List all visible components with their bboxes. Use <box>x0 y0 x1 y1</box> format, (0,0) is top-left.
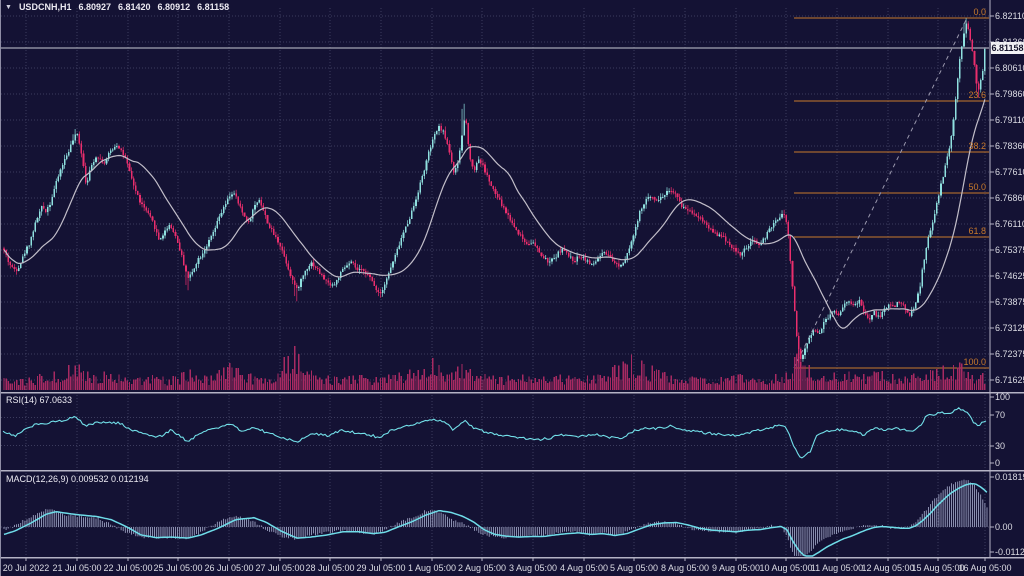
time-axis-label: 3 Aug 05:00 <box>508 563 558 573</box>
time-axis-label: 28 Jul 05:00 <box>305 563 355 573</box>
price-axis-label: 6.80610 <box>995 63 1024 73</box>
fib-level-label: 23.6 <box>968 90 986 100</box>
time-axis-label: 4 Aug 05:00 <box>559 563 609 573</box>
price-axis-label: 6.71625 <box>995 375 1024 385</box>
price-axis-label: 6.73125 <box>995 323 1024 333</box>
price-axis-label: 6.72375 <box>995 349 1024 359</box>
time-axis-label: 8 Aug 05:00 <box>660 563 710 573</box>
price-axis-label: 6.76860 <box>995 193 1024 203</box>
price-axis-label: 6.73875 <box>995 297 1024 307</box>
rsi-axis-label: 0 <box>995 458 1001 468</box>
price-axis-label: 6.76110 <box>995 219 1024 229</box>
fib-level-label: 38.2 <box>968 141 986 151</box>
time-axis-label: 16 Aug 05:00 <box>958 563 1012 573</box>
time-axis-label: 9 Aug 05:00 <box>711 563 761 573</box>
price-axis-label: 6.75375 <box>995 245 1024 255</box>
price-axis-label: 6.81360 <box>995 37 1024 47</box>
time-axis-label: 20 Jul 2022 <box>2 563 50 573</box>
time-axis-label: 26 Jul 05:00 <box>204 563 254 573</box>
fib-level-label: 50.0 <box>968 182 986 192</box>
symbol-timeframe-label: USDCNH,H1 <box>18 2 72 12</box>
time-axis-label: 15 Aug 05:00 <box>911 563 965 573</box>
rsi-axis-label: 100 <box>995 392 1011 402</box>
time-axis-label: 1 Aug 05:00 <box>407 563 457 573</box>
time-axis-label: 10 Aug 05:00 <box>759 563 813 573</box>
time-axis-label: 2 Aug 05:00 <box>457 563 507 573</box>
ohlc-open: 6.80927 <box>78 2 111 12</box>
ohlc-close: 6.81158 <box>197 2 230 12</box>
macd-axis-label: 0.018194 <box>995 472 1024 482</box>
macd-axis-label: 0.00 <box>995 522 1013 532</box>
rsi-axis-label: 30 <box>995 441 1006 451</box>
chevron-down-icon[interactable]: ▼ <box>5 3 12 11</box>
rsi-axis-label: 70 <box>995 410 1006 420</box>
ohlc-low: 6.80912 <box>157 2 191 12</box>
fib-level-label: 61.8 <box>968 226 986 236</box>
price-axis-label: 6.79110 <box>995 115 1024 125</box>
time-axis-label: 21 Jul 05:00 <box>52 563 102 573</box>
time-axis-label: 25 Jul 05:00 <box>153 563 203 573</box>
time-axis-label: 22 Jul 05:00 <box>103 563 153 573</box>
time-axis-label: 5 Aug 05:00 <box>609 563 659 573</box>
rsi-panel-title: RSI(14) 67.0633 <box>6 395 73 405</box>
time-axis-label: 11 Aug 05:00 <box>810 563 864 573</box>
macd-axis-label: -0.011298 <box>995 547 1024 557</box>
time-axis-label: 12 Aug 05:00 <box>861 563 915 573</box>
symbol-info-bar: ▼ USDCNH,H1 6.80927 6.81420 6.80912 6.81… <box>5 2 229 12</box>
time-axis-label: 27 Jul 05:00 <box>255 563 305 573</box>
price-axis-label: 6.74625 <box>995 271 1024 281</box>
current-price-tag: 6.81158 <box>991 42 1024 54</box>
price-axis-label: 6.77610 <box>995 167 1024 177</box>
fib-level-label: 100.0 <box>963 357 986 367</box>
fib-level-label: 0.0 <box>973 7 986 17</box>
ohlc-high: 6.81420 <box>118 2 151 12</box>
price-axis-label: 6.79860 <box>995 89 1024 99</box>
macd-panel-title: MACD(12,26,9) 0.009532 0.012194 <box>6 474 149 484</box>
time-axis-label: 29 Jul 05:00 <box>356 563 406 573</box>
price-axis-label: 6.78360 <box>995 141 1024 151</box>
price-axis-label: 6.82110 <box>995 11 1024 21</box>
